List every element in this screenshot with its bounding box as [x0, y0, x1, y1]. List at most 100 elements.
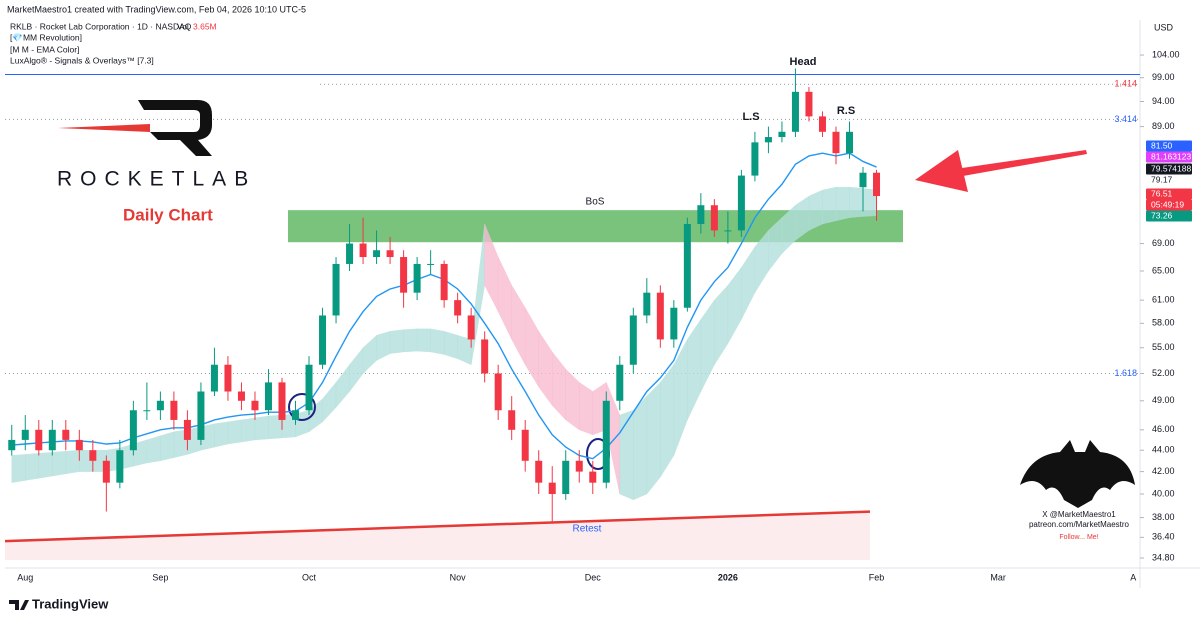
cloud-segment: [633, 395, 648, 501]
cloud-segment: [52, 451, 67, 477]
candle-body: [494, 373, 502, 411]
logo-r: [138, 100, 212, 156]
logo-text: ROCKETLAB: [57, 168, 256, 191]
y-tick-label: 36.40: [1152, 532, 1175, 542]
watermark-text: Follow... Me!: [1059, 534, 1098, 541]
y-tick-label: 104.00: [1152, 49, 1180, 59]
candle-body: [548, 482, 556, 495]
candle-body: [278, 382, 286, 420]
y-tick-label: 89.00: [1152, 121, 1175, 131]
candle-body: [521, 429, 529, 461]
candle-body: [237, 391, 245, 401]
candle-body: [629, 315, 637, 365]
price-tag-bg: [1146, 199, 1192, 211]
annotation: L.S: [742, 111, 759, 123]
y-tick-label: 52.00: [1152, 368, 1175, 378]
highlight-circle: [288, 393, 316, 421]
candle-body: [62, 429, 70, 440]
candle-body: [670, 307, 678, 340]
price-tag: 05:49:19: [1151, 199, 1184, 209]
price-tag: 76.51: [1151, 188, 1173, 198]
underlay: [4, 20, 1200, 588]
x-tick-label: Mar: [990, 572, 1006, 582]
candle-body: [602, 400, 610, 483]
candle-body: [535, 460, 543, 483]
candle-body: [791, 91, 799, 132]
footer-text: TradingView: [32, 596, 109, 611]
y-tick-label: 34.80: [1152, 552, 1175, 562]
candle-body: [400, 257, 408, 293]
price-tag: 79.17: [1151, 174, 1173, 184]
candle-body: [129, 410, 137, 451]
candle-body: [21, 429, 29, 440]
volume: 3.65M: [193, 21, 217, 31]
cloud-segment: [146, 435, 161, 464]
annotation: R.S: [837, 105, 855, 117]
watermark-text: X @MarketMaestro1: [1042, 510, 1116, 519]
candle-body: [346, 243, 354, 264]
candle-body: [305, 364, 313, 411]
candle-body: [481, 339, 489, 374]
candle-body: [292, 410, 300, 420]
candle-body: [373, 250, 381, 258]
candle-body: [643, 292, 651, 316]
candle-body: [197, 391, 205, 440]
cloud-segment: [579, 381, 594, 436]
candle-body: [737, 175, 745, 231]
price-tag-bg: [1146, 163, 1192, 175]
level-label: 1.414: [1114, 79, 1137, 89]
candle-body: [8, 439, 16, 451]
logo: ROCKETLAB Daily Chart: [57, 100, 256, 224]
y-tick-label: 46.00: [1152, 424, 1175, 434]
candle-body: [102, 460, 110, 483]
symbol-title: RKLB · Rocket Lab Corporation · 1D · NAS…: [10, 21, 192, 31]
price-tag: 81.50: [1151, 140, 1173, 150]
annotation: BoS: [586, 197, 605, 208]
candle-body: [319, 315, 327, 365]
cloud-segment: [849, 186, 864, 218]
candle-body: [264, 382, 272, 411]
y-tick-label: 65.00: [1152, 265, 1175, 275]
y-tick-label: 94.00: [1152, 96, 1175, 106]
candle-body: [710, 205, 718, 231]
annotation: Head: [790, 56, 817, 68]
y-tick-label: 40.00: [1152, 488, 1175, 498]
candle-body: [116, 450, 124, 483]
cloud-segment: [11, 454, 26, 483]
cloud-segment: [808, 189, 823, 231]
indicator: [M M - EMA Color]: [10, 44, 79, 54]
candle-body: [859, 172, 867, 188]
logo-swoosh: [58, 124, 150, 132]
footer: TradingView: [9, 596, 109, 611]
candle-body: [832, 131, 840, 154]
candle-body: [413, 263, 421, 293]
arrow-shaft: [962, 150, 1087, 176]
candle-body: [156, 400, 164, 411]
attribution: MarketMaestro1 created with TradingView.…: [7, 4, 306, 14]
candle-body: [724, 230, 732, 232]
candle-body: [332, 263, 340, 316]
cloud-segment: [443, 330, 458, 360]
price-tag: 81.163123: [1151, 151, 1191, 161]
candle-body: [440, 263, 448, 301]
candle-body: [751, 142, 759, 176]
currency: USD: [1154, 22, 1174, 32]
candle-body: [183, 419, 191, 440]
candle-body: [467, 315, 475, 340]
x-tick-label: Oct: [302, 572, 317, 582]
candle-body: [575, 460, 583, 472]
tv-logo: [9, 600, 29, 610]
candle-body: [683, 223, 691, 308]
candle-body: [75, 439, 83, 451]
cloud-segment: [65, 449, 80, 475]
trendline: [4, 510, 871, 543]
cloud-segment: [160, 431, 175, 462]
x-tick-label: Sep: [152, 572, 168, 582]
candle-body: [764, 137, 772, 143]
bat-logo: [1020, 440, 1135, 508]
price-tag-bg: [1146, 210, 1192, 222]
candle-body: [805, 91, 813, 117]
candle-body: [616, 364, 624, 401]
candle-body: [818, 116, 826, 132]
